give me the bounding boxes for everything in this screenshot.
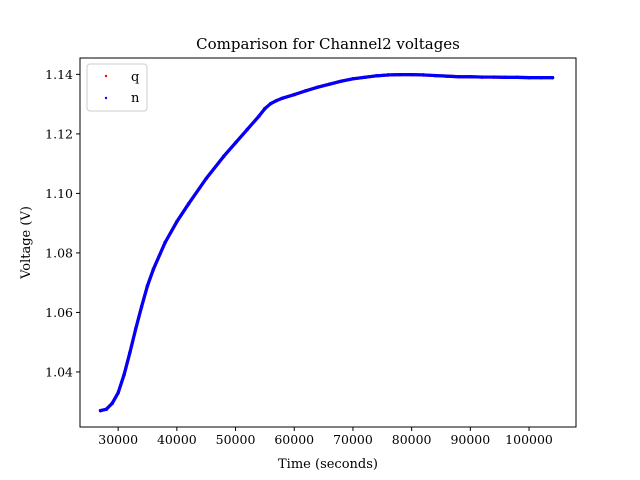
data-point-n [186, 202, 191, 206]
data-point-n [351, 77, 355, 81]
legend-label-n: n [131, 91, 140, 106]
series-n [98, 72, 555, 413]
data-point-n [222, 154, 226, 158]
data-point-n [116, 391, 120, 395]
x-tick-label: 90000 [450, 432, 490, 447]
x-axis-label: Time (seconds) [278, 457, 378, 472]
data-point-n [122, 373, 126, 377]
data-point-n [527, 75, 531, 80]
data-point-n [98, 408, 103, 413]
legend-box [86, 63, 148, 112]
data-point-n [398, 72, 402, 77]
data-point-n [269, 101, 273, 106]
data-point-n [139, 304, 144, 309]
data-point-n [280, 96, 285, 100]
x-tick-label: 100000 [505, 432, 553, 447]
data-point-n [304, 89, 308, 93]
data-point-n [292, 92, 296, 97]
data-point-n [339, 79, 343, 83]
x-tick-label: 70000 [333, 432, 373, 447]
data-point-n [492, 75, 496, 79]
data-point-n [539, 75, 543, 80]
data-point-n [421, 73, 426, 77]
data-point-n [257, 114, 261, 118]
x-tick-label: 80000 [392, 432, 432, 447]
y-tick-label: 1.12 [45, 126, 73, 141]
data-point-n [263, 106, 267, 111]
legend-marker-q [104, 74, 108, 78]
x-tick-label: 60000 [274, 432, 314, 447]
data-point-n [433, 73, 437, 78]
data-point-n [204, 176, 208, 181]
data-point-n [445, 74, 449, 78]
data-point-n [480, 75, 484, 79]
chart-title: Comparison for Channel2 voltages [196, 35, 460, 53]
y-tick-label: 1.04 [45, 364, 73, 379]
data-point-n [409, 72, 414, 77]
plot-frame [79, 57, 577, 428]
data-point-n [145, 283, 150, 288]
data-point-n [386, 73, 390, 77]
data-point-n [515, 75, 520, 80]
plot-background [80, 58, 576, 427]
y-axis-label: Voltage (V) [19, 206, 34, 280]
y-tick-label: 1.06 [45, 305, 73, 320]
y-tick-label: 1.08 [45, 245, 73, 260]
x-tick-label: 30000 [98, 432, 138, 447]
data-point-n [456, 75, 461, 79]
data-point-n [468, 75, 473, 79]
y-tick-label: 1.10 [45, 186, 73, 201]
data-point-n [245, 127, 249, 132]
data-point-n [134, 327, 138, 331]
data-point-n [274, 98, 279, 103]
legend-label-q: q [131, 70, 139, 85]
legend: q n [86, 63, 148, 112]
data-point-n [151, 267, 156, 271]
data-point-n [233, 141, 238, 145]
data-point-n [374, 74, 379, 78]
data-point-n [503, 75, 508, 80]
data-point-n [362, 75, 367, 80]
data-point-n [110, 401, 114, 405]
data-point-n [128, 350, 132, 355]
x-tick-label: 50000 [216, 432, 256, 447]
plot-area [79, 57, 577, 428]
x-tick-label: 40000 [157, 432, 197, 447]
data-point-n [327, 82, 332, 86]
x-axis: 30000 40000 50000 60000 70000 80000 90000 10000… [98, 427, 553, 447]
series-layer [98, 72, 555, 413]
legend-marker-n [104, 96, 108, 100]
data-point-n [550, 75, 555, 80]
data-point-n [104, 407, 109, 411]
data-point-n [316, 85, 320, 89]
data-point-n [175, 219, 179, 224]
data-point-n [163, 240, 167, 245]
y-axis: 1.04 1.06 1.08 1.10 1.12 1.14 [45, 67, 80, 379]
y-tick-label: 1.14 [45, 67, 73, 82]
